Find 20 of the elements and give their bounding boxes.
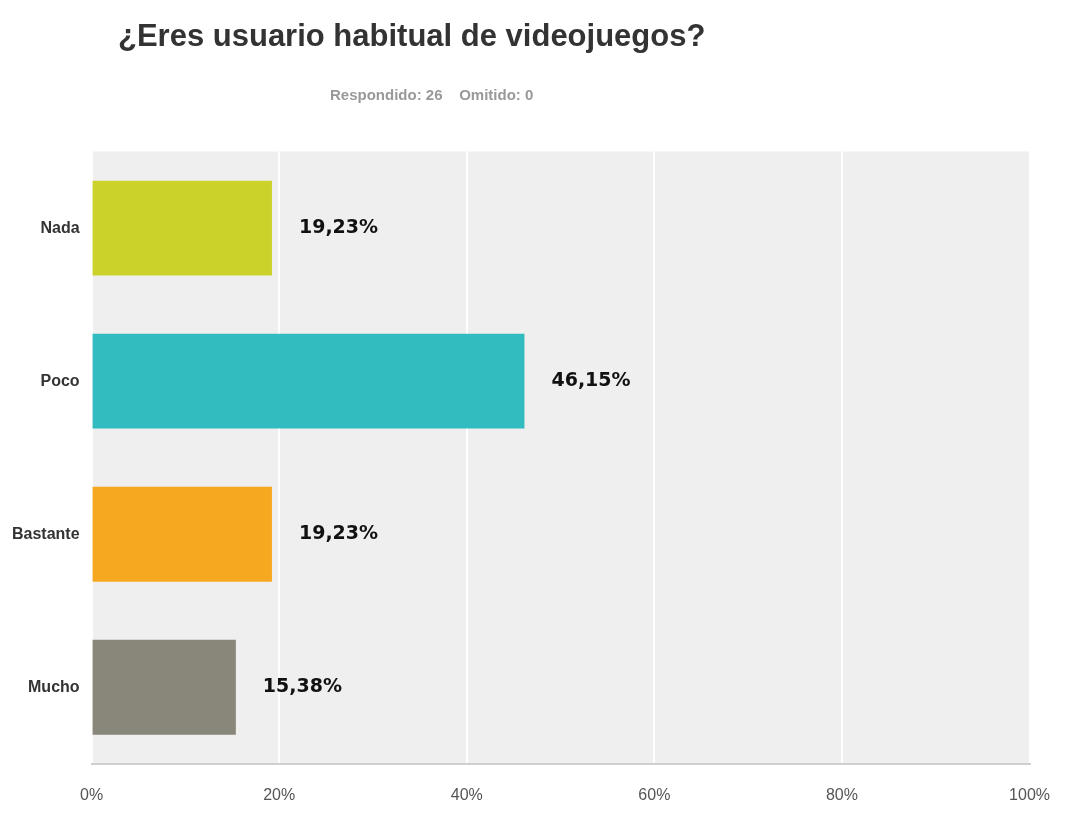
x-tick-label: 20%	[263, 785, 296, 803]
x-tick-label: 60%	[638, 785, 671, 803]
chart-title: ¿Eres usuario habitual de videojuegos?	[118, 18, 706, 54]
y-tick-label: Mucho	[28, 677, 80, 695]
y-tick-label: Nada	[40, 218, 80, 236]
data-label: 15,38%	[262, 674, 342, 697]
y-tick-label: Poco	[40, 371, 80, 389]
x-tick-label: 0%	[80, 785, 104, 803]
bar	[92, 639, 236, 735]
bar	[92, 180, 272, 276]
bar	[92, 333, 525, 429]
data-label: 19,23%	[298, 215, 379, 238]
x-tick-label: 80%	[825, 785, 858, 803]
chart-subtitle: Respondido: 26 Omitido: 0	[330, 86, 534, 103]
bar	[92, 486, 272, 582]
y-tick-label: Bastante	[12, 524, 80, 542]
x-tick-label: 40%	[450, 785, 483, 803]
data-label: 46,15%	[551, 368, 631, 391]
x-tick-label: 100%	[1009, 785, 1050, 803]
data-label: 19,23%	[298, 521, 379, 544]
